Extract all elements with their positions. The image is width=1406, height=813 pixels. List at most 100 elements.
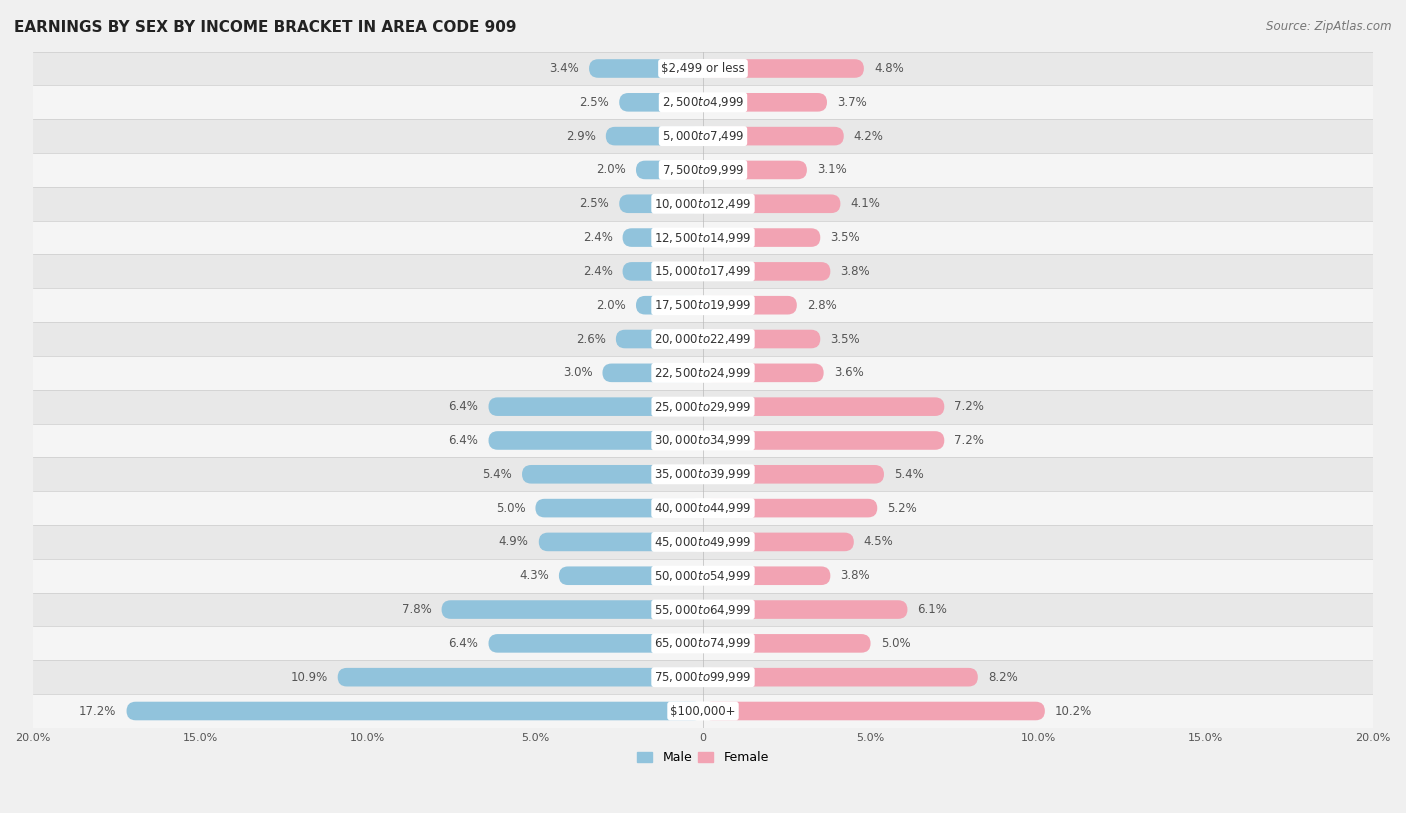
- Bar: [32, 254, 1374, 289]
- FancyBboxPatch shape: [703, 398, 945, 416]
- Text: 4.5%: 4.5%: [863, 536, 894, 549]
- FancyBboxPatch shape: [536, 499, 703, 517]
- Text: $12,500 to $14,999: $12,500 to $14,999: [654, 231, 752, 245]
- Bar: [32, 525, 1374, 559]
- FancyBboxPatch shape: [703, 465, 884, 484]
- Text: 2.5%: 2.5%: [579, 96, 609, 109]
- Text: 3.6%: 3.6%: [834, 367, 863, 380]
- Text: 2.0%: 2.0%: [596, 163, 626, 176]
- Bar: [32, 51, 1374, 85]
- Text: 4.1%: 4.1%: [851, 198, 880, 211]
- FancyBboxPatch shape: [703, 194, 841, 213]
- FancyBboxPatch shape: [623, 228, 703, 247]
- Text: $30,000 to $34,999: $30,000 to $34,999: [654, 433, 752, 447]
- Text: 5.4%: 5.4%: [482, 467, 512, 480]
- Text: 17.2%: 17.2%: [79, 705, 117, 718]
- FancyBboxPatch shape: [703, 600, 907, 619]
- Text: 6.4%: 6.4%: [449, 637, 478, 650]
- FancyBboxPatch shape: [703, 567, 831, 585]
- Text: 3.1%: 3.1%: [817, 163, 846, 176]
- FancyBboxPatch shape: [636, 161, 703, 179]
- Text: 2.9%: 2.9%: [565, 129, 596, 142]
- Bar: [32, 389, 1374, 424]
- Bar: [32, 660, 1374, 694]
- FancyBboxPatch shape: [703, 93, 827, 111]
- Text: EARNINGS BY SEX BY INCOME BRACKET IN AREA CODE 909: EARNINGS BY SEX BY INCOME BRACKET IN ARE…: [14, 20, 516, 35]
- Text: $22,500 to $24,999: $22,500 to $24,999: [654, 366, 752, 380]
- Text: $7,500 to $9,999: $7,500 to $9,999: [662, 163, 744, 177]
- Text: 2.8%: 2.8%: [807, 298, 837, 311]
- Text: 8.2%: 8.2%: [988, 671, 1018, 684]
- Text: 3.0%: 3.0%: [562, 367, 592, 380]
- Bar: [32, 289, 1374, 322]
- FancyBboxPatch shape: [488, 431, 703, 450]
- FancyBboxPatch shape: [703, 296, 797, 315]
- Text: 2.6%: 2.6%: [576, 333, 606, 346]
- Text: 4.3%: 4.3%: [519, 569, 548, 582]
- Text: 6.1%: 6.1%: [918, 603, 948, 616]
- Text: 4.2%: 4.2%: [853, 129, 884, 142]
- Legend: Male, Female: Male, Female: [633, 746, 773, 769]
- FancyBboxPatch shape: [703, 262, 831, 280]
- Text: $50,000 to $54,999: $50,000 to $54,999: [654, 569, 752, 583]
- Text: 5.0%: 5.0%: [880, 637, 910, 650]
- Text: 4.9%: 4.9%: [499, 536, 529, 549]
- Bar: [32, 694, 1374, 728]
- Text: 3.7%: 3.7%: [837, 96, 868, 109]
- Text: $40,000 to $44,999: $40,000 to $44,999: [654, 501, 752, 515]
- FancyBboxPatch shape: [636, 296, 703, 315]
- Text: 2.0%: 2.0%: [596, 298, 626, 311]
- Text: $2,499 or less: $2,499 or less: [661, 62, 745, 75]
- FancyBboxPatch shape: [703, 127, 844, 146]
- Text: 2.4%: 2.4%: [582, 231, 613, 244]
- FancyBboxPatch shape: [337, 668, 703, 686]
- Bar: [32, 627, 1374, 660]
- FancyBboxPatch shape: [703, 634, 870, 653]
- Text: $45,000 to $49,999: $45,000 to $49,999: [654, 535, 752, 549]
- FancyBboxPatch shape: [623, 262, 703, 280]
- FancyBboxPatch shape: [703, 59, 863, 78]
- FancyBboxPatch shape: [602, 363, 703, 382]
- Bar: [32, 491, 1374, 525]
- Text: 2.4%: 2.4%: [582, 265, 613, 278]
- Text: $75,000 to $99,999: $75,000 to $99,999: [654, 670, 752, 685]
- Bar: [32, 356, 1374, 389]
- FancyBboxPatch shape: [488, 398, 703, 416]
- Bar: [32, 120, 1374, 153]
- FancyBboxPatch shape: [703, 363, 824, 382]
- Text: $10,000 to $12,499: $10,000 to $12,499: [654, 197, 752, 211]
- FancyBboxPatch shape: [488, 634, 703, 653]
- Text: 6.4%: 6.4%: [449, 434, 478, 447]
- Text: 5.4%: 5.4%: [894, 467, 924, 480]
- Bar: [32, 593, 1374, 627]
- Bar: [32, 220, 1374, 254]
- FancyBboxPatch shape: [522, 465, 703, 484]
- FancyBboxPatch shape: [619, 93, 703, 111]
- Bar: [32, 187, 1374, 220]
- Text: $17,500 to $19,999: $17,500 to $19,999: [654, 298, 752, 312]
- FancyBboxPatch shape: [606, 127, 703, 146]
- Text: $15,000 to $17,499: $15,000 to $17,499: [654, 264, 752, 278]
- Text: 3.5%: 3.5%: [831, 231, 860, 244]
- Text: $35,000 to $39,999: $35,000 to $39,999: [654, 467, 752, 481]
- Text: 5.0%: 5.0%: [496, 502, 526, 515]
- Text: 6.4%: 6.4%: [449, 400, 478, 413]
- Text: $5,000 to $7,499: $5,000 to $7,499: [662, 129, 744, 143]
- Bar: [32, 322, 1374, 356]
- FancyBboxPatch shape: [703, 330, 820, 348]
- Bar: [32, 458, 1374, 491]
- Text: 7.8%: 7.8%: [402, 603, 432, 616]
- Text: $25,000 to $29,999: $25,000 to $29,999: [654, 400, 752, 414]
- Text: 3.8%: 3.8%: [841, 569, 870, 582]
- Bar: [32, 85, 1374, 120]
- FancyBboxPatch shape: [703, 533, 853, 551]
- Text: 3.8%: 3.8%: [841, 265, 870, 278]
- Text: $55,000 to $64,999: $55,000 to $64,999: [654, 602, 752, 616]
- FancyBboxPatch shape: [703, 431, 945, 450]
- Text: 3.5%: 3.5%: [831, 333, 860, 346]
- Bar: [32, 424, 1374, 458]
- Text: 2.5%: 2.5%: [579, 198, 609, 211]
- FancyBboxPatch shape: [703, 668, 977, 686]
- FancyBboxPatch shape: [619, 194, 703, 213]
- FancyBboxPatch shape: [538, 533, 703, 551]
